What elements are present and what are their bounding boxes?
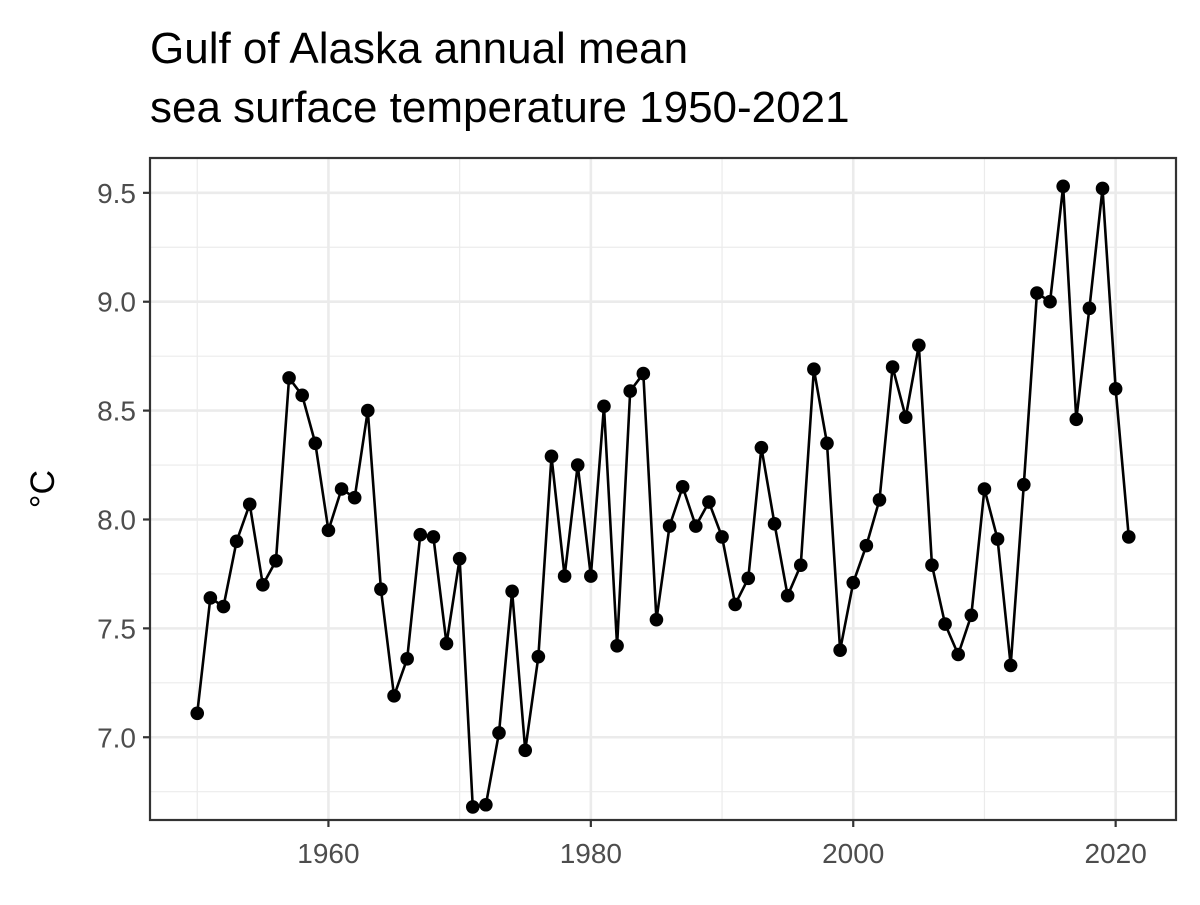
chart-title-line-2: sea surface temperature 1950-2021 — [150, 83, 850, 132]
data-point — [833, 643, 847, 657]
data-point — [820, 436, 834, 451]
data-point — [793, 558, 808, 573]
data-point — [295, 388, 309, 403]
data-point — [360, 403, 375, 418]
data-point — [413, 527, 428, 542]
data-point — [216, 599, 231, 614]
chart-title-line-1: Gulf of Alaska annual mean — [150, 24, 688, 73]
data-point — [439, 636, 454, 651]
panel-border-rect — [148, 156, 1178, 822]
data-point — [400, 652, 414, 666]
x-tick-label: 1980 — [560, 838, 622, 869]
data-point — [531, 649, 546, 664]
data-point — [465, 800, 480, 814]
x-tick-label: 2000 — [822, 838, 884, 869]
data-point — [780, 588, 795, 603]
data-point — [610, 638, 624, 653]
data-point — [754, 440, 769, 455]
data-point — [636, 366, 651, 381]
data-point — [1108, 382, 1123, 396]
data-point — [544, 449, 559, 464]
y-tick-label: 9.0 — [97, 287, 136, 318]
data-point — [452, 551, 467, 566]
chart-title: Gulf of Alaska annual mean sea surface t… — [150, 24, 850, 132]
data-point — [964, 608, 979, 623]
data-point — [557, 569, 572, 583]
data-point — [1017, 477, 1031, 492]
data-point — [925, 558, 939, 573]
data-point — [269, 554, 283, 568]
data-point — [256, 578, 270, 592]
x-tick-label: 1960 — [297, 838, 359, 869]
data-point — [387, 689, 401, 703]
data-point — [990, 532, 1005, 546]
data-point — [715, 530, 729, 544]
data-point — [505, 584, 519, 599]
data-point — [649, 612, 664, 627]
data-point — [885, 360, 900, 374]
data-point — [597, 399, 611, 414]
data-point — [689, 519, 703, 533]
data-point — [1082, 301, 1097, 316]
data-point — [190, 706, 205, 721]
data-point — [584, 569, 598, 583]
y-tick-label: 8.0 — [97, 504, 136, 535]
data-point — [1095, 181, 1110, 196]
x-tick-label: 2020 — [1084, 838, 1146, 869]
data-point — [675, 480, 690, 494]
data-point — [872, 493, 887, 507]
data-point — [1056, 179, 1070, 194]
data-point — [282, 371, 296, 385]
data-point — [242, 497, 257, 512]
data-point — [334, 482, 349, 496]
data-point — [951, 647, 966, 662]
y-axis: 7.0 7.5 8.0 8.5 9.0 9.5 — [97, 178, 150, 753]
data-point — [859, 538, 874, 553]
data-point — [741, 571, 756, 586]
data-point — [1043, 294, 1057, 309]
y-tick-label: 9.5 — [97, 178, 136, 209]
data-point — [426, 530, 441, 544]
data-point — [308, 436, 323, 451]
data-points — [190, 179, 1136, 814]
data-point — [623, 384, 637, 398]
plot-panel-border — [148, 156, 1178, 822]
data-point — [767, 517, 782, 531]
data-point — [374, 582, 388, 596]
data-point — [846, 575, 861, 590]
data-point — [702, 495, 716, 509]
data-point — [321, 523, 336, 538]
data-point — [492, 726, 506, 740]
data-point — [1069, 412, 1084, 427]
data-point — [1121, 530, 1136, 544]
major-gridlines — [150, 158, 1176, 820]
data-point — [518, 743, 533, 758]
data-point — [938, 617, 952, 631]
x-axis: 1960 1980 2000 2020 — [297, 820, 1147, 869]
data-point — [807, 362, 821, 377]
data-point — [1003, 658, 1018, 673]
minor-gridlines — [150, 158, 1176, 820]
y-tick-label: 7.5 — [97, 613, 136, 644]
data-point — [977, 482, 992, 496]
data-point — [1030, 286, 1044, 300]
data-point — [229, 534, 244, 549]
data-point — [898, 410, 913, 424]
data-point — [203, 591, 218, 605]
data-point — [912, 338, 926, 353]
data-point — [728, 597, 742, 612]
data-point — [570, 458, 585, 472]
data-point — [479, 797, 493, 812]
y-axis-title: °C — [24, 470, 62, 508]
data-point — [662, 519, 677, 533]
data-point — [347, 490, 362, 505]
y-tick-label: 7.0 — [97, 722, 136, 753]
y-tick-label: 8.5 — [97, 396, 136, 427]
